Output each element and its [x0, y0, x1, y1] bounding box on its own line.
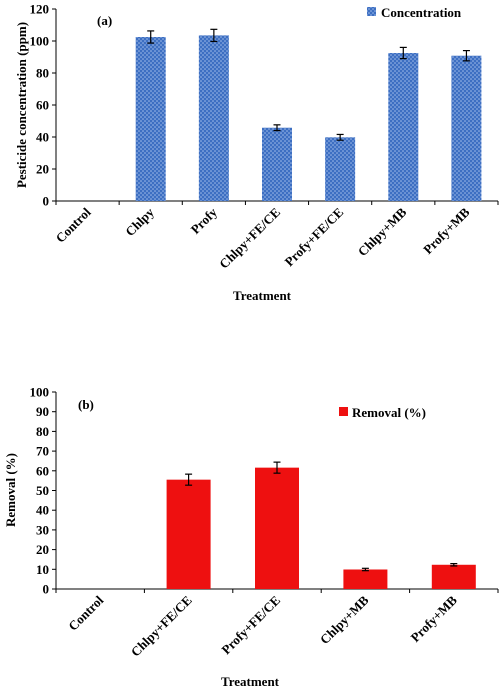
panel-a-label: (a) [97, 13, 112, 28]
panel-b-category-label: Profy+MB [407, 592, 460, 645]
panel-a-category-label: Chlpy [122, 204, 157, 239]
panel-b-legend-swatch [339, 407, 348, 416]
panel-b-y-tick-label: 90 [36, 404, 49, 419]
panel-a-bar [325, 137, 356, 201]
panel-a-category-label: Profy+FE/CE [282, 205, 347, 270]
panel-b-category-label: Chlpy+MB [317, 592, 372, 647]
panel-b-y-tick-label: 40 [36, 503, 49, 518]
panel-a-bar [135, 37, 166, 201]
panel-a-bar [198, 35, 229, 202]
panel-b-legend-label: Removal (%) [352, 405, 426, 420]
panel-b-label: (b) [78, 397, 94, 412]
panel-b-y-tick-label: 30 [36, 522, 49, 537]
panel-b-bar [255, 467, 299, 589]
panel-b-y-tick-label: 20 [36, 542, 49, 557]
panel-a-y-tick-label: 80 [36, 66, 49, 81]
panel-a-bar [388, 53, 419, 201]
panel-a-bar [451, 55, 482, 201]
panel-b-y-tick-label: 0 [43, 582, 50, 597]
panel-b-y-tick-label: 70 [36, 444, 49, 459]
panel-b-bar [431, 564, 476, 589]
panel-a-category-label: Profy+MB [420, 204, 473, 257]
panel-b-category-label: Chlpy+FE/CE [128, 593, 195, 660]
panel-a-y-axis-label: Pesticide concentration (ppm) [14, 22, 29, 188]
panel-a-y-tick-label: 100 [30, 34, 50, 49]
panel-a-category-label: Chlpy+FE/CE [216, 205, 283, 272]
panel-a-y-tick-label: 60 [36, 98, 49, 113]
panel-a-x-axis-label: Treatment [233, 288, 292, 303]
panel-a-category-label: Profy [188, 204, 221, 237]
panel-a-legend-label: Concentration [381, 5, 462, 20]
panel-b-y-tick-label: 50 [36, 483, 49, 498]
panel-b-category-label: Control [65, 592, 106, 633]
panel-a-y-tick-label: 40 [36, 130, 49, 145]
panel-a-y-tick-label: 20 [36, 162, 49, 177]
panel-b-y-axis-label: Removal (%) [3, 453, 18, 527]
panel-b-y-tick-label: 100 [30, 385, 50, 400]
panel-b-bar [166, 479, 211, 589]
panel-b-bar [343, 569, 388, 589]
panel-b-y-tick-label: 10 [36, 562, 49, 577]
panel-a-legend-swatch [367, 7, 376, 16]
panel-b-x-axis-label: Treatment [221, 674, 280, 689]
panel-a-y-tick-label: 120 [30, 2, 50, 17]
panel-a-category-label: Control [53, 204, 94, 245]
panel-a-y-tick-label: 0 [43, 194, 50, 209]
panel-b-y-tick-label: 80 [36, 424, 49, 439]
panel-a-bar [262, 127, 292, 201]
panel-a-category-label: Chlpy+MB [355, 204, 410, 259]
panel-b-category-label: Profy+FE/CE [218, 593, 283, 658]
panel-b-y-tick-label: 60 [36, 463, 49, 478]
